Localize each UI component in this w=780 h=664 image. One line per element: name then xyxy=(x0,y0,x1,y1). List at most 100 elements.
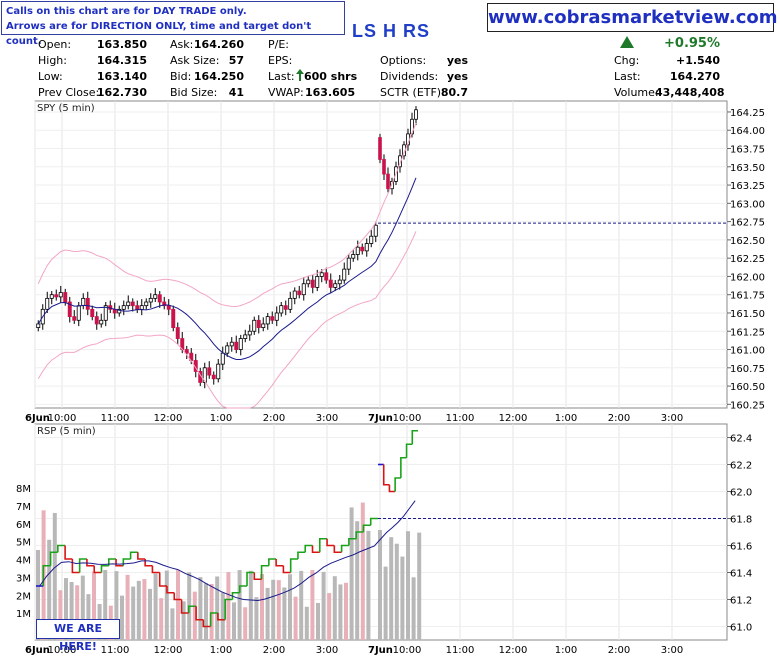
quote-last-trade-label: Last: xyxy=(268,70,295,83)
quote-options-value: yes xyxy=(446,54,468,67)
quote-vwap-label: VWAP: xyxy=(268,86,304,99)
spy-s1-candle-body xyxy=(243,334,248,339)
rsp-s1-step-segment xyxy=(289,558,298,573)
spy-lower-band xyxy=(37,231,417,409)
rsp-x-tick-label: 12:00 xyxy=(154,645,183,656)
spy-s1-candle-body xyxy=(144,301,149,307)
price-up-triangle-icon xyxy=(620,36,634,48)
spy-x-tick-label: 10:00 xyxy=(48,413,77,424)
spy-s1-candle-body xyxy=(342,268,347,281)
spy-y-tick-label: 162.00 xyxy=(730,272,765,283)
spy-s2-candle-body xyxy=(414,109,418,120)
rsp-s1-step-segment xyxy=(173,592,182,601)
spy-s1-candle-body xyxy=(360,246,365,252)
spy-y-tick-label: 161.00 xyxy=(730,346,765,357)
spy-s1-candle-body xyxy=(90,308,95,318)
rsp-s2-step-segment xyxy=(388,484,396,493)
volume-bar xyxy=(299,570,304,640)
volume-bar xyxy=(260,574,264,640)
volume-bar xyxy=(271,579,276,640)
quote-open-label: Open: xyxy=(38,38,72,51)
spy-s1-candle-body xyxy=(355,246,360,255)
spy-s1-candle-body xyxy=(171,308,176,328)
volume-bar xyxy=(366,530,371,640)
spy-s1-candle-body xyxy=(148,297,153,303)
spy-s1-candle-body xyxy=(256,319,261,328)
volume-bar xyxy=(36,550,40,640)
quote-sctr-value: 80.7 xyxy=(440,86,468,99)
rsp-s1-step-segment xyxy=(326,538,335,547)
volume-bar xyxy=(114,571,119,640)
volume-bar xyxy=(360,502,365,640)
rsp-s2-step-segment xyxy=(405,443,413,458)
spy-s1-candle-body xyxy=(301,283,306,296)
rsp-s1-step-segment xyxy=(311,545,320,554)
volume-bar xyxy=(355,521,360,640)
spy-y-tick-label: 163.25 xyxy=(730,181,765,192)
volume-bar xyxy=(378,530,382,640)
spy-s1-candle-body xyxy=(162,301,167,307)
rsp-s1-step-segment xyxy=(348,537,357,546)
quote-ask-size-label: Ask Size: xyxy=(170,54,220,67)
rsp-s1-step-segment xyxy=(100,564,109,573)
volume-bar xyxy=(69,582,74,640)
spy-s1-candle-body xyxy=(126,301,131,307)
volume-bar xyxy=(209,584,214,640)
quote-pct-change: +0.95% xyxy=(664,36,720,51)
rsp-s1-step-segment xyxy=(318,537,328,553)
spy-y-tick-label: 162.25 xyxy=(730,254,765,265)
volume-bar xyxy=(125,574,130,640)
spy-s1-candle-body xyxy=(333,283,338,288)
spy-x-tick-label: 1:00 xyxy=(210,413,232,424)
volume-bar xyxy=(47,539,52,640)
volume-bar xyxy=(103,570,108,640)
quote-pe-label: P/E: xyxy=(268,38,289,51)
volume-bar xyxy=(58,590,63,640)
spy-s1-candle-body xyxy=(270,316,275,321)
rsp-y-tick-label: 61.0 xyxy=(730,623,752,634)
spy-panel-title: SPY (5 min) xyxy=(37,103,95,114)
volume-bar xyxy=(293,596,298,640)
rsp-s1-step-segment xyxy=(333,545,342,554)
spy-s1-candle-body xyxy=(369,235,374,244)
brand-link[interactable]: www.cobrasmarketview.com xyxy=(487,3,778,32)
volume-bar xyxy=(159,598,164,640)
rsp-s1-step-segment xyxy=(71,559,80,574)
quote-open-value: 163.850 xyxy=(96,38,147,51)
spy-s1-candle-body xyxy=(234,341,239,350)
quote-bid-size-value: 41 xyxy=(228,86,244,99)
rsp-s1-step-segment xyxy=(166,586,175,594)
volume-bar xyxy=(327,593,332,640)
spy-x-tick-label: 3:00 xyxy=(661,413,683,424)
rsp-y-tick-label: 61.2 xyxy=(730,596,752,607)
volume-bar xyxy=(131,586,136,640)
volume-bar xyxy=(75,585,80,640)
volume-bar xyxy=(248,570,253,640)
volume-bar xyxy=(232,602,236,640)
rsp-s1-step-segment xyxy=(275,559,284,567)
spy-s1-candle-body xyxy=(261,323,266,328)
spy-x-tick-label: 2:00 xyxy=(263,413,285,424)
volume-bar xyxy=(332,576,337,640)
quote-dividends-label: Dividends: xyxy=(380,70,439,83)
rsp-s1-step-segment xyxy=(260,564,269,580)
spy-x-tick-label: 10:00 xyxy=(393,413,422,424)
volume-bar xyxy=(243,607,248,640)
spy-x-tick-label: 2:00 xyxy=(608,413,630,424)
spy-s1-candle-body xyxy=(135,305,140,310)
spy-x-tick-label: 1:00 xyxy=(555,413,577,424)
rsp-s1-step-segment xyxy=(129,551,138,559)
volume-bar xyxy=(288,574,292,640)
spy-s1-candle-body xyxy=(94,316,99,325)
volume-y-tick-label: 1M xyxy=(16,609,31,620)
spy-s1-candle-body xyxy=(288,297,293,310)
quote-options-label: Options: xyxy=(380,54,427,67)
disclaimer-box: Calls on this chart are for DAY TRADE on… xyxy=(1,1,345,47)
spy-s1-candle-body xyxy=(229,341,234,347)
quote-last-trade-value: 600 shrs xyxy=(304,70,358,83)
rsp-s1-step-segment xyxy=(297,551,306,559)
rsp-x-tick-label: 2:00 xyxy=(263,645,285,656)
rsp-s1-step-segment xyxy=(115,559,124,567)
spy-s1-candle-body xyxy=(319,272,324,277)
